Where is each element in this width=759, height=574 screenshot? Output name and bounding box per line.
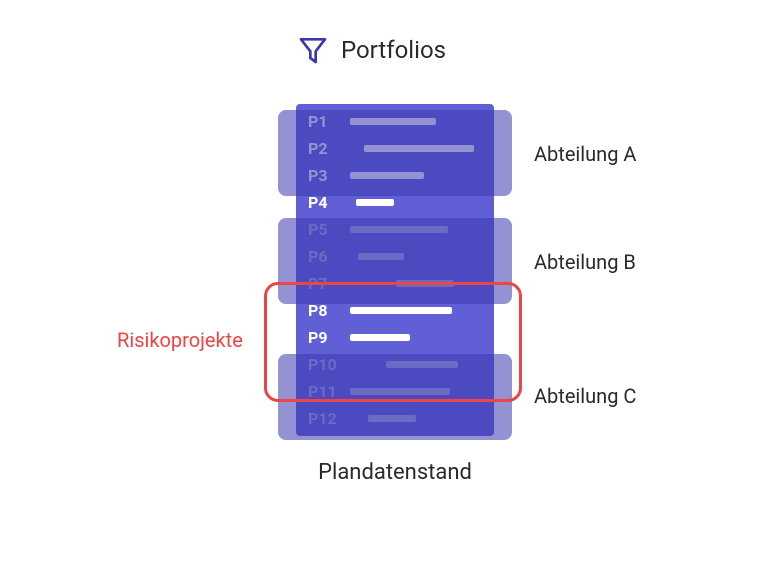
risk-projects-label: Risikoprojekte <box>117 328 243 352</box>
portfolio-row: P1 <box>296 108 494 135</box>
portfolio-row-label: P10 <box>308 355 338 374</box>
portfolio-row-bar <box>350 334 410 341</box>
department-label: Abteilung C <box>534 384 636 408</box>
portfolio-row: P6 <box>296 243 494 270</box>
filter-icon <box>297 34 329 66</box>
department-label: Abteilung B <box>534 250 636 274</box>
portfolio-row-label: P9 <box>308 328 338 347</box>
portfolio-stack: P1 P2 P3 P4 P5 P6 P7 P8 P9 P10 P11 P12 <box>296 104 494 436</box>
portfolio-row-bar <box>350 172 424 179</box>
portfolio-row-label: P3 <box>308 166 338 185</box>
portfolio-row-label: P2 <box>308 139 338 158</box>
header-title: Portfolios <box>341 36 446 64</box>
portfolio-row: P9 <box>296 324 494 351</box>
portfolio-row-bar <box>386 361 458 368</box>
portfolio-row: P7 <box>296 270 494 297</box>
portfolio-row: P3 <box>296 162 494 189</box>
portfolio-row-label: P4 <box>308 193 338 212</box>
portfolio-row-label: P7 <box>308 274 338 293</box>
portfolio-row: P2 <box>296 135 494 162</box>
portfolio-row-bar <box>368 415 416 422</box>
portfolio-row-label: P12 <box>308 409 338 428</box>
department-label: Abteilung A <box>534 142 636 166</box>
portfolio-row-label: P5 <box>308 220 338 239</box>
portfolio-row-bar <box>350 226 448 233</box>
portfolio-row: P5 <box>296 216 494 243</box>
portfolio-row-label: P8 <box>308 301 338 320</box>
portfolio-row: P4 <box>296 189 494 216</box>
portfolio-row: P12 <box>296 405 494 432</box>
portfolio-row: P10 <box>296 351 494 378</box>
portfolio-row-bar <box>364 145 474 152</box>
portfolio-row: P8 <box>296 297 494 324</box>
portfolio-row-label: P1 <box>308 112 338 131</box>
portfolio-row-bar <box>356 199 394 206</box>
header: Portfolios <box>297 34 446 66</box>
portfolio-row-bar <box>396 280 454 287</box>
portfolio-row-label: P6 <box>308 247 338 266</box>
portfolio-row-label: P11 <box>308 382 338 401</box>
portfolio-row: P11 <box>296 378 494 405</box>
portfolio-row-bar <box>350 388 450 395</box>
footer-label: Plandatenstand <box>296 460 494 485</box>
portfolio-row-bar <box>350 307 452 314</box>
portfolio-row-bar <box>350 118 436 125</box>
portfolio-row-bar <box>358 253 404 260</box>
